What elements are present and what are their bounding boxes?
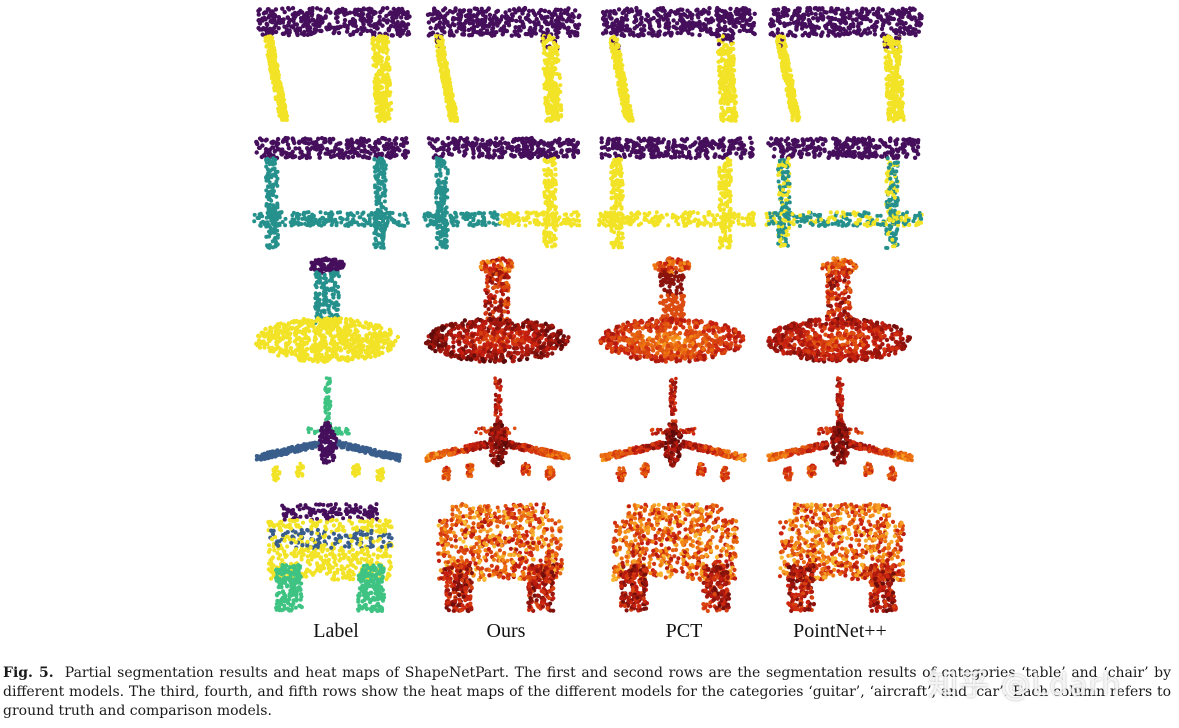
- point-cloud-table-3: [768, 5, 924, 124]
- point-cloud-aircraft-3: [766, 376, 914, 482]
- point-cloud-car-0: [266, 502, 394, 614]
- point-cloud-guitar-2: [598, 256, 746, 364]
- point-cloud-aircraft-0: [254, 376, 402, 483]
- point-cloud-chair-1: [422, 135, 582, 250]
- caption-text: Partial segmentation results and heat ma…: [3, 665, 1171, 719]
- point-cloud-guitar-1: [423, 256, 571, 364]
- column-label-pct: PCT: [665, 620, 703, 642]
- point-cloud-table-1: [425, 5, 582, 123]
- point-cloud-table-0: [256, 5, 412, 124]
- column-label-ours: Ours: [486, 620, 526, 642]
- point-cloud-aircraft-1: [424, 376, 571, 482]
- point-cloud-table-2: [600, 5, 757, 123]
- point-cloud-guitar-0: [254, 256, 401, 364]
- column-label-label: Label: [313, 620, 359, 642]
- point-cloud-chair-3: [764, 135, 924, 250]
- point-cloud-aircraft-2: [599, 376, 747, 483]
- point-cloud-car-1: [436, 502, 565, 614]
- point-cloud-chair-2: [597, 135, 757, 250]
- segmentation-figure: Label Ours PCT PointNet++: [250, 0, 925, 642]
- figure-caption: Fig. 5. Partial segmentation results and…: [3, 664, 1171, 721]
- watermark: 知乎 @Ldarh: [928, 668, 1122, 703]
- caption-label: Fig. 5.: [3, 665, 54, 681]
- column-label-pointnet: PointNet++: [793, 620, 887, 642]
- point-cloud-car-2: [611, 502, 739, 614]
- point-cloud-car-3: [777, 502, 906, 614]
- point-cloud-grid: [252, 5, 924, 614]
- point-cloud-guitar-3: [766, 256, 913, 364]
- point-cloud-chair-0: [252, 135, 410, 250]
